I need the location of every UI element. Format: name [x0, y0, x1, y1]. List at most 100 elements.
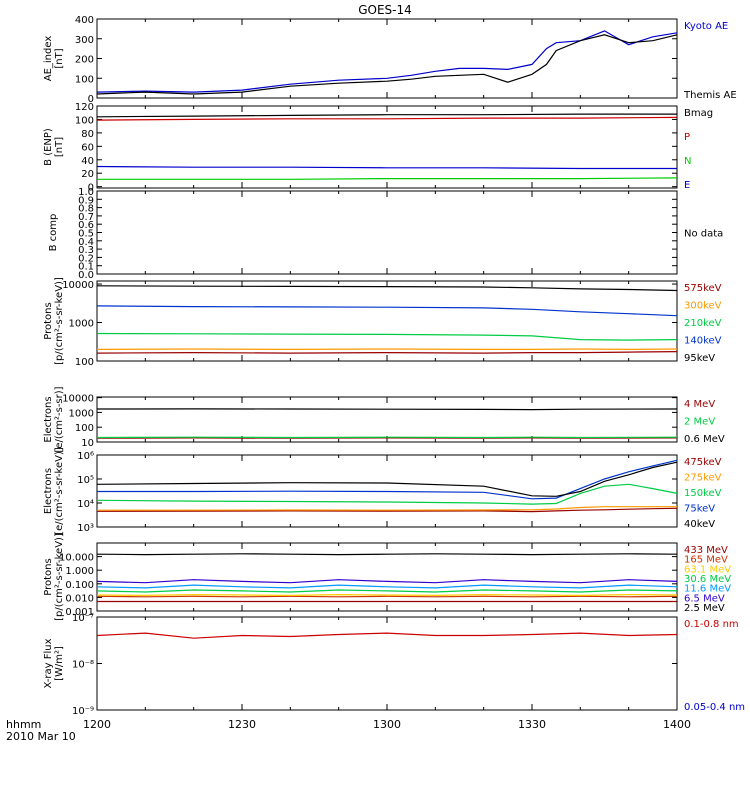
y-tick-label: 1.000 — [65, 566, 94, 577]
panel-bcomp: 0.00.10.20.30.40.50.60.70.80.91.0 B comp N… — [48, 187, 723, 281]
y-tick-label: 100 — [75, 115, 94, 126]
legend-entry: P — [684, 132, 690, 143]
y-tick-label: 0.6 — [78, 220, 94, 231]
panel-electrons_kev: 10³ 10⁴ 10⁵ 10⁶ Electrons [e/(cm²-s-sr-keV)] 4… — [43, 447, 722, 535]
panel-frame — [96, 18, 678, 99]
series-line — [96, 589, 678, 593]
y-tick-label: 10⁴ — [77, 499, 94, 510]
legend-entry: 6.5 MeV — [684, 593, 725, 604]
y-tick-label: 0.4 — [78, 237, 94, 248]
y-tick-label: 0.5 — [78, 229, 94, 240]
series-line — [96, 285, 678, 292]
y-tick-label: 1.0 — [78, 187, 94, 198]
legend-entry: Kyoto AE — [684, 21, 728, 32]
legend-entry: 150keV — [684, 488, 722, 499]
series-line — [96, 113, 677, 118]
y-tick-label: 10 — [81, 438, 94, 449]
y-tick-label: 0.9 — [78, 195, 94, 206]
y-tick-label: 100 — [75, 74, 94, 85]
y-tick-label: 10⁵ — [77, 475, 94, 486]
series-line — [96, 332, 678, 341]
y-axis-label: [W/m²] — [54, 646, 65, 681]
y-axis-label: Electrons — [43, 396, 54, 442]
series-line — [97, 506, 677, 511]
y-tick-label: 400 — [75, 15, 94, 26]
y-tick-label: 300 — [75, 35, 94, 46]
no-data-note: No data — [684, 229, 723, 240]
y-tick-label: 0.100 — [65, 580, 94, 591]
y-axis-label: [p/(cm²-s-sr-keV)] — [54, 533, 65, 621]
series-line — [96, 584, 678, 589]
y-axis-label: AE_index — [43, 36, 54, 82]
panel-electrons_mev: 10 100 1000 10000 Electrons [e/(cm²-s-sr)] 4 M… — [43, 386, 725, 452]
y-tick-label: 20 — [81, 169, 94, 180]
legend-entry: 300keV — [684, 301, 722, 312]
y-tick-label: 10000 — [62, 394, 94, 405]
legend-entry: 0.6 MeV — [684, 434, 725, 445]
y-tick-label: 0.7 — [78, 212, 94, 223]
series-line — [96, 632, 678, 639]
time-axis-label: hhmm — [6, 718, 41, 731]
y-axis-label: Protons — [43, 558, 54, 595]
legend-entry: 0.05-0.4 nm — [684, 702, 745, 713]
date-label: 2010 Mar 10 — [6, 730, 76, 743]
y-axis-label: B comp — [48, 214, 59, 252]
y-tick-label: 1000 — [69, 408, 94, 419]
panel-protons_low: 100 1000 10000 Protons [p/(cm²-s-sr-keV)] 575… — [43, 277, 722, 368]
y-axis-label: [e/(cm²-s-sr)] — [54, 386, 65, 452]
y-tick-label: 0.8 — [78, 204, 94, 215]
y-tick-label: 80 — [81, 129, 94, 140]
y-axis-label: [nT] — [54, 137, 65, 157]
legend-entry: 575keV — [684, 283, 722, 294]
y-tick-label: 1000 — [69, 319, 94, 330]
x-tick-label: 1300 — [373, 718, 401, 731]
y-tick-label: 10⁻⁸ — [72, 660, 94, 671]
legend-entry: 75keV — [684, 504, 715, 515]
y-axis-label: Electrons — [43, 468, 54, 514]
x-tick-label: 1200 — [83, 718, 111, 731]
panel-frame — [96, 190, 678, 275]
legend-entry: Bmag — [684, 108, 713, 119]
y-tick-label: 60 — [81, 142, 94, 153]
y-axis-label: [p/(cm²-s-sr-keV)] — [54, 277, 65, 365]
legend-entry: 275keV — [684, 473, 722, 484]
legend-entry: 210keV — [684, 318, 722, 329]
series-line — [96, 408, 678, 411]
series-line — [96, 116, 678, 121]
series-line — [96, 579, 678, 584]
y-tick-label: 120 — [75, 102, 94, 113]
legend-entry: 40keV — [684, 519, 715, 530]
y-tick-label: 10⁶ — [77, 451, 94, 462]
y-axis-label: [nT] — [54, 48, 65, 68]
legend-entry: E — [684, 180, 690, 191]
y-tick-label: 0.3 — [78, 245, 94, 256]
legend-entry: 30.6 MeV — [684, 574, 731, 585]
series-line — [96, 553, 678, 556]
series-line — [96, 593, 678, 597]
plot-title: GOES-14 — [358, 3, 412, 17]
panel-ae: 0 100 200 300 400 AE_index [nT] Kyoto AE Themis … — [43, 15, 737, 105]
legend-entry: 11.6 MeV — [684, 584, 731, 595]
y-tick-label: 0.0 — [78, 270, 94, 281]
y-tick-label: 0.001 — [65, 607, 94, 618]
panel-frame — [96, 542, 678, 612]
series-line — [96, 30, 678, 93]
legend-entry: 165 MeV — [684, 555, 728, 566]
legend-entry: N — [684, 156, 691, 167]
panel-frame — [96, 616, 678, 711]
panel-xray: 10⁻⁹ 10⁻⁸ 10⁻⁷ X-ray Flux [W/m²] 0.1-0.8 nm 0.… — [43, 613, 745, 717]
legend-entry: 95keV — [684, 353, 715, 364]
legend-entry: Themis AE — [683, 90, 737, 101]
y-tick-label: 0 — [88, 94, 94, 105]
panel-frame — [96, 396, 678, 443]
series-line — [96, 483, 678, 505]
y-tick-label: 10⁻⁹ — [72, 706, 94, 717]
y-tick-label: 10⁻⁷ — [72, 613, 94, 624]
series-line — [96, 165, 677, 170]
y-axis-label: Protons — [43, 302, 54, 339]
legend-entry: 433 MeV — [684, 545, 728, 556]
y-tick-label: 0 — [88, 183, 94, 194]
series-line — [96, 34, 678, 95]
series-line — [97, 459, 678, 500]
